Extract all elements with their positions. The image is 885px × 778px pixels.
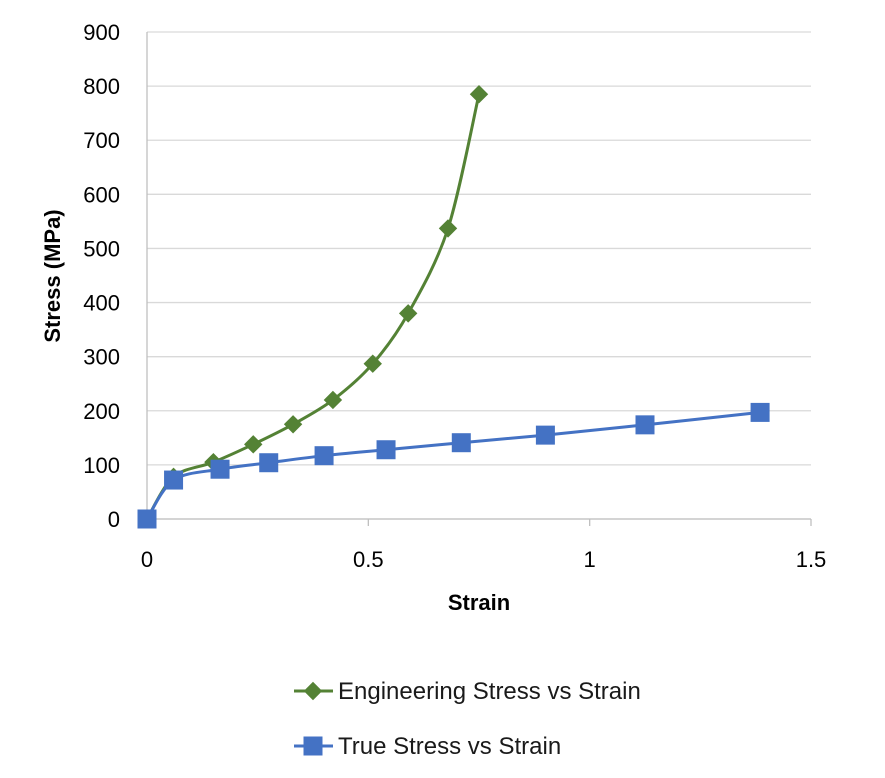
data-point-diamond — [363, 354, 382, 373]
data-point-diamond — [469, 85, 489, 104]
y-tick-labels: 0 100 200 300 400 500 600 700 800 900 — [83, 20, 120, 532]
data-point-square — [451, 433, 471, 453]
x-tick-labels: 0 0.5 1 1.5 — [141, 547, 826, 572]
y-axis-title: Stress (MPa) — [40, 209, 65, 342]
y-tick-label: 300 — [83, 345, 120, 370]
y-tick-label: 600 — [83, 182, 120, 207]
series-lines — [145, 93, 761, 520]
x-axis-title: Strain — [448, 590, 510, 615]
y-tick-label: 700 — [83, 128, 120, 153]
legend-swatch-marker — [303, 736, 323, 756]
y-tick-label: 800 — [83, 74, 120, 99]
data-point-square — [535, 425, 555, 445]
y-tick-label: 0 — [108, 507, 120, 532]
data-point-square — [314, 446, 334, 466]
data-point-square — [137, 509, 157, 529]
x-tick-label: 0 — [141, 547, 153, 572]
legend-swatch-marker — [303, 681, 323, 701]
data-point-square — [635, 415, 655, 435]
data-point-diamond — [244, 435, 263, 454]
legend-label: True Stress vs Strain — [338, 733, 561, 760]
x-tick-label: 1 — [584, 547, 596, 572]
data-point-square — [164, 470, 184, 490]
axes — [146, 32, 812, 526]
x-tick-label: 1.5 — [796, 547, 827, 572]
data-point-diamond — [438, 219, 458, 238]
data-point-diamond — [398, 304, 418, 323]
data-point-square — [259, 453, 279, 473]
data-point-square — [750, 402, 770, 422]
series-markers — [137, 85, 770, 529]
data-point-square — [210, 459, 230, 479]
y-tick-label: 400 — [83, 291, 120, 316]
y-tick-label: 500 — [83, 236, 120, 261]
legend-entry: True Stress vs Strain — [294, 733, 561, 760]
legend-entry: Engineering Stress vs Strain — [294, 678, 641, 705]
legend-label: Engineering Stress vs Strain — [338, 678, 641, 705]
data-point-diamond — [323, 390, 343, 410]
data-point-square — [376, 440, 396, 460]
series-line — [145, 93, 481, 520]
y-tick-label: 200 — [83, 399, 120, 424]
data-point-diamond — [283, 415, 303, 434]
x-tick-label: 0.5 — [353, 547, 384, 572]
y-tick-label: 900 — [83, 20, 120, 45]
series-line — [145, 410, 761, 520]
legend: Engineering Stress vs Strain True Stress … — [294, 678, 641, 760]
y-tick-label: 100 — [83, 453, 120, 478]
